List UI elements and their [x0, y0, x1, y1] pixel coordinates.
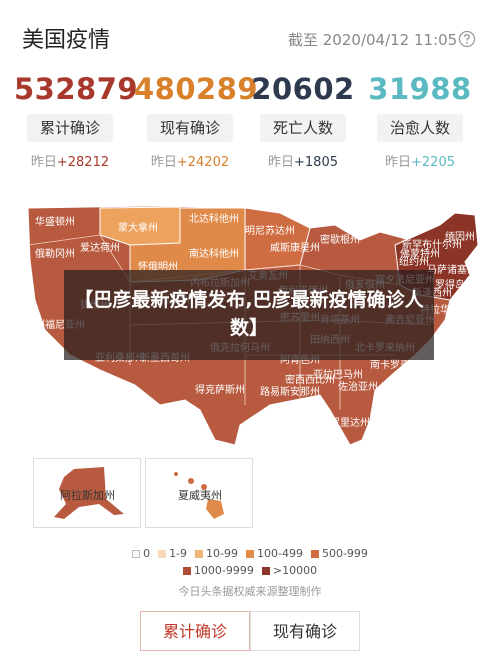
state-label: 南卡罗来纳州: [370, 358, 430, 371]
legend-item: 500-999: [310, 545, 368, 562]
delta-value: +1805: [294, 155, 338, 170]
stat-label: 累计确诊: [27, 114, 113, 142]
stat-value: 20602: [251, 72, 355, 106]
news-banner[interactable]: 【巴彦最新疫情发布,巴彦最新疫情确诊人数】: [64, 270, 434, 360]
legend-label: 500-999: [321, 547, 368, 560]
stat-delta: 昨日+24202: [134, 151, 246, 170]
legend-item: >10000: [261, 562, 318, 579]
source-note: 今日头条据权威来源整理制作: [178, 585, 322, 598]
inset-box: 夏威夷州: [145, 458, 253, 528]
page-title: 美国疫情: [22, 28, 111, 53]
stat-delta: 昨日+2205: [364, 151, 476, 170]
stat-value: 532879: [14, 72, 139, 106]
legend-item: 10-99: [195, 545, 238, 562]
state-label: 北达科他州: [189, 212, 239, 225]
legend-label: 10-99: [206, 547, 238, 560]
legend-swatch: [158, 550, 167, 558]
map-land: [174, 472, 178, 476]
map-region: [99, 206, 181, 246]
state-label: 威斯康星州: [270, 241, 320, 254]
state-label: 华盛顿州: [35, 215, 75, 228]
stat-card: 20602 死亡人数昨日+1805: [247, 72, 359, 170]
state-label: 明尼苏达州: [245, 224, 295, 237]
legend-swatch: [182, 567, 191, 575]
delta-prefix: 昨日: [385, 155, 412, 170]
hawaii-map: [174, 472, 224, 519]
state-label: 佛蒙特州: [400, 247, 440, 260]
delta-prefix: 昨日: [30, 155, 57, 170]
map-land: [206, 499, 224, 519]
state-label: 路易斯安那州: [260, 385, 320, 398]
legend-label: >10000: [272, 564, 318, 577]
stat-card: 480289 现有确诊昨日+24202: [134, 72, 259, 170]
timestamp: 截至 2020/04/12 11:05: [288, 31, 458, 49]
state-label: 罗得岛州: [435, 278, 475, 291]
legend-label: 100-499: [257, 547, 303, 560]
tab-button[interactable]: 累计确诊: [140, 611, 250, 651]
state-label: 密歇根州: [320, 233, 360, 246]
legend-swatch: [246, 550, 254, 558]
stat-card: 532879 累计确诊昨日+28212: [14, 72, 139, 170]
state-label: 俄勒冈州: [35, 247, 75, 260]
inset-box: 阿拉斯加州: [33, 458, 141, 528]
legend-swatch: [132, 550, 141, 558]
map-land: [54, 467, 124, 519]
tab-button[interactable]: 现有确诊: [250, 611, 360, 651]
state-label: 蒙大拿州: [118, 221, 158, 234]
stat-delta: 昨日+1805: [247, 151, 359, 170]
alaska-map: [54, 467, 124, 519]
legend-label: 1-9: [169, 547, 188, 560]
state-label: 得克萨斯州: [195, 383, 245, 396]
state-label: 密西西比州: [285, 373, 335, 386]
state-label: 缅因州: [445, 230, 475, 243]
inset-label: 阿拉斯加州: [60, 489, 115, 502]
delta-value: +24202: [176, 155, 230, 170]
inset-label: 夏威夷州: [178, 489, 222, 502]
legend-item: 100-499: [246, 545, 303, 562]
map-region: [244, 207, 311, 271]
legend-swatch: [310, 550, 319, 558]
state-label: 爱达荷州: [80, 241, 120, 254]
state-label: 亚拉巴马州: [313, 368, 363, 381]
state-label: 佐治亚州: [338, 380, 378, 393]
state-label: 新罕布什尔州: [402, 238, 462, 251]
stat-value: 31988: [368, 72, 472, 106]
delta-prefix: 昨日: [150, 155, 177, 170]
stat-card: 31988 治愈人数昨日+2205: [364, 72, 476, 170]
legend: 0 1-9 10-99 100-499 500-999 1000-9999 >10000: [100, 545, 400, 579]
legend-item: 1000-9999: [182, 562, 254, 579]
legend-swatch: [261, 567, 270, 575]
stat-delta: 昨日+28212: [14, 151, 126, 170]
state-label: 纽约州: [399, 255, 429, 268]
state-label: 南达科他州: [189, 247, 239, 260]
state-label: 马萨诸塞州: [427, 263, 477, 276]
map-land: [188, 478, 194, 484]
legend-label: 0: [143, 547, 151, 560]
legend-item: 1-9: [158, 545, 187, 562]
legend-item: 0: [132, 545, 150, 562]
legend-swatch: [195, 550, 204, 558]
stat-value: 480289: [134, 72, 259, 106]
state-label: 佛罗里达州: [320, 416, 370, 429]
stat-label: 治愈人数: [377, 114, 463, 142]
stat-label: 死亡人数: [260, 114, 346, 142]
legend-label: 1000-9999: [193, 564, 254, 577]
delta-value: +28212: [56, 155, 110, 170]
help-icon[interactable]: [458, 30, 476, 48]
delta-prefix: 昨日: [268, 155, 295, 170]
delta-value: +2205: [411, 155, 455, 170]
map-land: [201, 484, 207, 490]
stat-label: 现有确诊: [147, 114, 233, 142]
